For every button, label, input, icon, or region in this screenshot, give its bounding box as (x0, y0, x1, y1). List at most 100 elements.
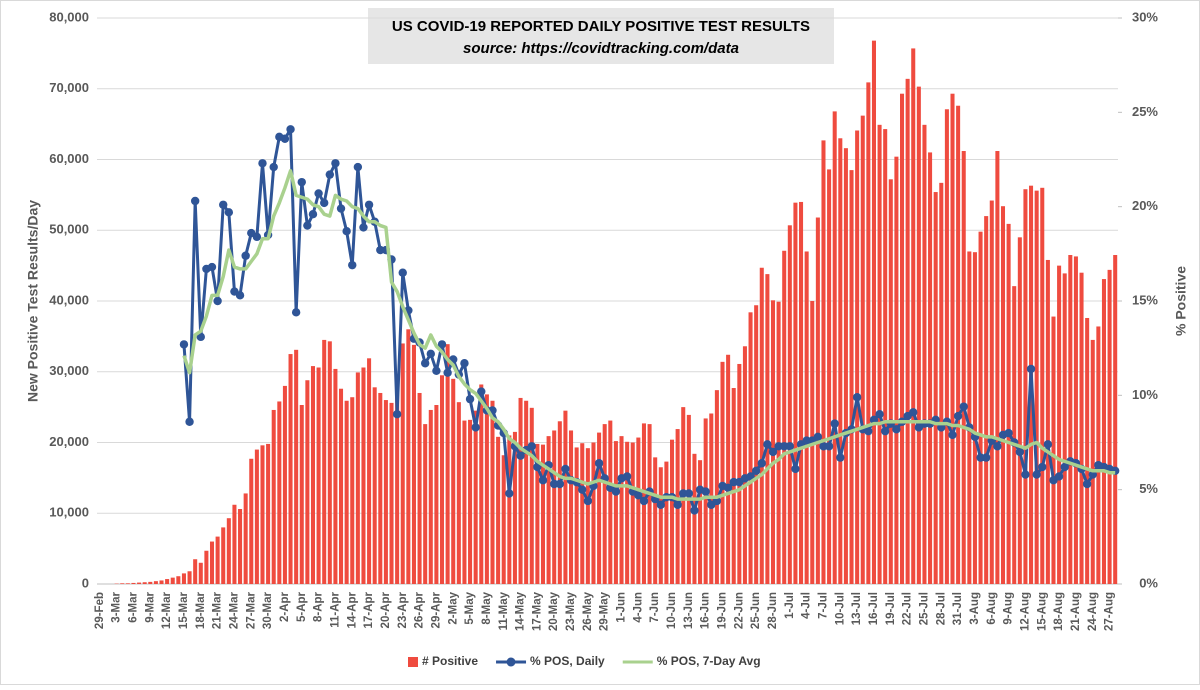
x-tick-label: 13-Jul (851, 592, 863, 625)
point-marker (825, 442, 833, 450)
bar (260, 445, 264, 584)
point-marker (354, 163, 362, 171)
bar (720, 362, 724, 584)
point-marker (326, 170, 334, 178)
bar (1046, 260, 1050, 584)
bar (698, 460, 702, 584)
bar (356, 372, 360, 584)
chart-subtitle: source: https://covidtracking.com/data (463, 40, 739, 57)
bar (984, 216, 988, 584)
bar (743, 346, 747, 584)
point-marker (219, 201, 227, 209)
bar (159, 580, 163, 584)
bar (530, 408, 534, 584)
x-tick-label: 29-Feb (94, 592, 106, 629)
bar (502, 455, 506, 584)
bar (216, 537, 220, 584)
bar (1108, 270, 1112, 584)
x-tick-label: 8-Apr (313, 591, 325, 622)
bar (547, 436, 551, 584)
bar (894, 157, 898, 584)
bar (844, 148, 848, 584)
x-tick-label: 24-Mar (228, 591, 240, 629)
x-tick-label: 2-May (447, 591, 459, 624)
x-tick-label: 15-Aug (1036, 592, 1048, 631)
bar (737, 364, 741, 584)
y2-tick-label: 25% (1132, 104, 1158, 119)
bar (866, 82, 870, 584)
point-marker (685, 489, 693, 497)
bar (507, 435, 511, 584)
bar (608, 421, 612, 584)
bar (1051, 317, 1055, 584)
x-tick-label: 25-Jul (918, 592, 930, 625)
bar (339, 389, 343, 584)
bar (670, 440, 674, 584)
point-marker (432, 367, 440, 375)
legend-label: # Positive (422, 654, 478, 668)
bar (771, 300, 775, 584)
bar (838, 138, 842, 584)
x-tick-label: 12-Aug (1019, 592, 1031, 631)
bar (692, 454, 696, 584)
bar (294, 350, 298, 584)
x-tick-label: 15-Mar (178, 591, 190, 629)
point-marker (701, 487, 709, 495)
bar (855, 130, 859, 584)
bar (760, 268, 764, 584)
x-tick-label: 14-May (515, 591, 527, 631)
bar (552, 430, 556, 584)
point-marker (303, 221, 311, 229)
bar (906, 79, 910, 584)
bar (765, 274, 769, 584)
bar (479, 384, 483, 584)
x-tick-label: 28-Jul (935, 592, 947, 625)
x-tick-label: 21-Aug (1070, 592, 1082, 631)
point-marker (359, 223, 367, 231)
x-tick-label: 2-Apr (279, 591, 291, 622)
point-marker (320, 199, 328, 207)
y2-tick-label: 30% (1132, 9, 1158, 24)
bar (249, 459, 253, 584)
bar (272, 410, 276, 584)
bar (131, 583, 135, 584)
x-tick-label: 1-Jul (784, 592, 796, 619)
point-marker (399, 269, 407, 277)
y-tick-label: 10,000 (49, 505, 89, 520)
bar (524, 401, 528, 584)
bar (962, 151, 966, 584)
x-tick-label: 5-May (464, 591, 476, 624)
x-tick-label: 10-Jun (666, 592, 678, 629)
x-tick-label: 5-Apr (296, 591, 308, 622)
x-tick-label: 18-Mar (195, 591, 207, 629)
bar (244, 493, 248, 584)
bar (575, 447, 579, 584)
bar (591, 443, 595, 585)
bar (227, 518, 231, 584)
point-marker (185, 418, 193, 426)
bar (782, 251, 786, 584)
x-tick-label: 6-Mar (127, 591, 139, 622)
bar (1113, 255, 1117, 584)
x-tick-label: 16-Jun (700, 592, 712, 629)
x-tick-label: 16-Jul (868, 592, 880, 625)
x-tick-label: 1-Jun (616, 592, 628, 623)
bar (468, 420, 472, 584)
bar (883, 129, 887, 584)
bar (1018, 237, 1022, 584)
point-marker (578, 485, 586, 493)
y-tick-label: 60,000 (49, 151, 89, 166)
point-marker (331, 159, 339, 167)
x-tick-label: 26-May (582, 591, 594, 631)
x-tick-label: 12-Mar (161, 591, 173, 629)
point-marker (673, 501, 681, 509)
x-tick-label: 4-Jun (632, 592, 644, 623)
bar (519, 398, 523, 584)
bar (496, 437, 500, 584)
x-tick-label: 3-Aug (969, 592, 981, 625)
x-tick-label: 11-May (498, 591, 510, 630)
point-marker (584, 497, 592, 505)
x-tick-label: 20-May (548, 591, 560, 631)
bar (462, 421, 466, 584)
y2-tick-label: 20% (1132, 198, 1158, 213)
